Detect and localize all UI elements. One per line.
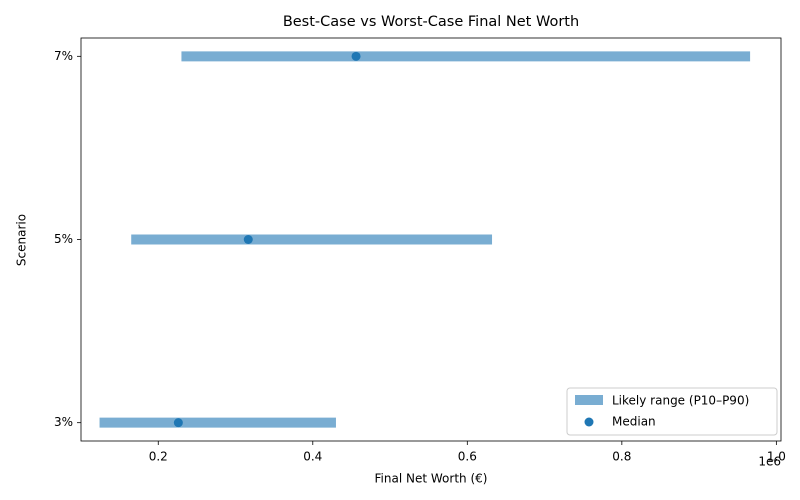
legend-swatch [575, 395, 603, 405]
legend-marker [584, 417, 594, 427]
chart-title: Best-Case vs Worst-Case Final Net Worth [283, 14, 579, 30]
x-tick-label: 0.8 [612, 450, 631, 464]
x-tick-label: 0.2 [149, 450, 168, 464]
legend-label: Median [612, 415, 656, 429]
x-axis-label: Final Net Worth (€) [375, 472, 488, 486]
y-tick-label: 3% [54, 415, 73, 429]
y-axis-label: Scenario [15, 214, 29, 266]
legend-box [566, 387, 778, 436]
median-point [243, 235, 253, 244]
x-offset-label: 1e6 [758, 455, 781, 469]
median-point [173, 418, 183, 428]
x-tick-label: 1.0 [767, 450, 786, 464]
x-tick-label: 0.6 [458, 450, 477, 464]
y-tick-label: 5% [54, 232, 73, 246]
x-tick-label: 0.4 [303, 450, 322, 464]
legend-label: Likely range (P10–P90) [612, 394, 749, 408]
y-tick-label: 7% [54, 49, 73, 63]
median-point [351, 51, 361, 61]
